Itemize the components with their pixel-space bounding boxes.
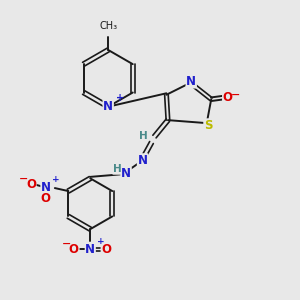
Text: +: +: [97, 237, 104, 246]
Text: O: O: [223, 91, 232, 104]
Text: N: N: [85, 243, 95, 256]
Text: O: O: [26, 178, 36, 191]
Text: −: −: [62, 239, 71, 249]
Text: H: H: [139, 131, 148, 141]
Text: N: N: [121, 167, 131, 180]
Text: N: N: [41, 181, 51, 194]
Text: N: N: [186, 75, 196, 88]
Text: N: N: [103, 100, 113, 113]
Text: H: H: [113, 164, 122, 174]
Text: S: S: [204, 119, 212, 132]
Text: −: −: [231, 90, 241, 100]
Text: +: +: [116, 93, 124, 103]
Text: −: −: [19, 174, 28, 184]
Text: O: O: [102, 243, 112, 256]
Text: +: +: [52, 175, 60, 184]
Text: CH₃: CH₃: [99, 21, 117, 31]
Text: O: O: [40, 192, 50, 205]
Text: N: N: [137, 154, 148, 167]
Text: O: O: [69, 243, 79, 256]
